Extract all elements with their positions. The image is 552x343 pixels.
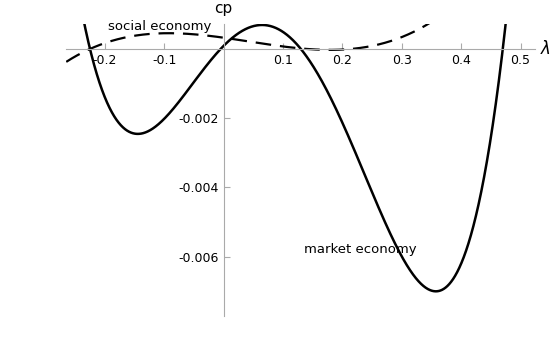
Text: market economy: market economy (304, 243, 417, 256)
Text: cp: cp (215, 1, 233, 16)
Text: λ: λ (541, 40, 551, 58)
Text: social economy: social economy (108, 20, 211, 33)
